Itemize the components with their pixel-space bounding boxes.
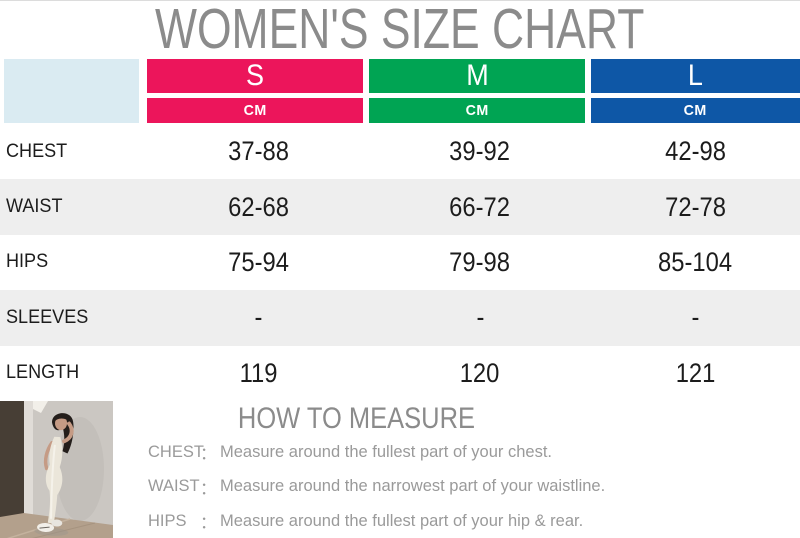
cell-waist-m: 66-72 [369, 192, 591, 223]
measure-line-hips: HIPS ： Measure around the fullest part o… [148, 504, 605, 538]
cell-sleeves-s: - [148, 302, 369, 333]
row-label-text: LENGTH [6, 362, 80, 384]
measure-term: WAIST [148, 477, 200, 496]
table-row-waist: WAIST 62-68 66-72 72-78 [0, 179, 800, 235]
cell-length-m: 120 [369, 358, 591, 389]
cell-chest-s: 37-88 [148, 136, 369, 167]
table-row-length: LENGTH 119 120 121 [0, 345, 800, 401]
table-row-sleeves: SLEEVES - - - [0, 290, 800, 346]
measure-colon: ： [200, 445, 217, 464]
size-table-body: CHEST 37-88 39-92 42-98 WAIST 62-68 66-7… [0, 124, 800, 401]
cell-value: 120 [460, 357, 500, 388]
cell-hips-m: 79-98 [369, 247, 591, 278]
cell-hips-l: 85-104 [591, 247, 800, 278]
cell-sleeves-l: - [591, 302, 800, 333]
cell-value: - [691, 302, 700, 333]
unit-header-m-label: CM [465, 102, 489, 119]
cell-value: 85-104 [658, 246, 733, 277]
measure-instructions: CHEST ： Measure around the fullest part … [148, 435, 605, 538]
unit-header-l-label: CM [683, 102, 708, 119]
table-row-chest: CHEST 37-88 39-92 42-98 [0, 124, 800, 180]
model-photo [0, 401, 113, 538]
row-label-text: WAIST [6, 196, 63, 218]
cell-value: 62-68 [228, 191, 289, 222]
size-column-m: M CM [369, 59, 585, 123]
size-column-l: L CM [591, 59, 800, 123]
cell-value: 66-72 [449, 191, 511, 222]
cell-chest-l: 42-98 [591, 136, 800, 167]
cell-hips-s: 75-94 [148, 247, 369, 278]
row-label: HIPS [0, 251, 148, 273]
measure-term: HIPS [148, 511, 187, 530]
measure-description: Measure around the narrowest part of you… [220, 477, 606, 496]
measure-colon: ： [200, 479, 217, 498]
page-title: WOMEN'S SIZE CHART [0, 1, 800, 58]
row-label: CHEST [0, 141, 148, 163]
cell-waist-s: 62-68 [148, 192, 369, 223]
cell-length-l: 121 [591, 358, 800, 389]
cell-chest-m: 39-92 [369, 136, 591, 167]
cell-waist-l: 72-78 [591, 192, 800, 223]
cell-value: - [254, 302, 263, 333]
row-label: WAIST [0, 196, 148, 218]
unit-header-s-label: CM [243, 102, 267, 119]
cell-value: 37-88 [228, 136, 289, 167]
measure-colon: ： [200, 514, 217, 533]
cell-value: 119 [239, 357, 278, 388]
unit-header-s: CM [147, 98, 363, 123]
measure-description: Measure around the fullest part of your … [220, 511, 584, 530]
cell-value: 42-98 [665, 136, 726, 167]
measure-line-chest: CHEST ： Measure around the fullest part … [148, 435, 605, 470]
cell-length-s: 119 [148, 358, 369, 389]
row-label-text: HIPS [6, 251, 49, 273]
cell-value: - [476, 302, 484, 333]
size-header-l: L [591, 59, 800, 93]
row-label-text: SLEEVES [6, 306, 89, 328]
header-blank-cell [4, 59, 139, 123]
size-header-s: S [147, 59, 363, 93]
cell-value: 72-78 [665, 191, 726, 222]
measure-line-waist: WAIST ： Measure around the narrowest par… [148, 470, 605, 505]
cell-sleeves-m: - [369, 302, 591, 333]
size-header-m: M [369, 59, 585, 93]
cell-value: 39-92 [449, 136, 511, 167]
size-header-l-label: L [687, 59, 704, 92]
row-label: LENGTH [0, 362, 148, 384]
how-to-measure-title-text: HOW TO MEASURE [237, 402, 475, 435]
size-column-s: S CM [147, 59, 363, 123]
row-label: SLEEVES [0, 307, 148, 329]
cell-value: 79-98 [449, 246, 511, 277]
cell-value: 121 [675, 357, 716, 388]
how-to-measure-title: HOW TO MEASURE [123, 403, 589, 435]
measure-description: Measure around the fullest part of your … [220, 442, 553, 461]
page-title-text: WOMEN'S SIZE CHART [155, 0, 645, 61]
row-label-text: CHEST [6, 140, 68, 162]
size-header-s-label: S [245, 59, 264, 92]
unit-header-l: CM [591, 98, 800, 123]
unit-header-m: CM [369, 98, 585, 123]
table-row-hips: HIPS 75-94 79-98 85-104 [0, 234, 800, 291]
model-photo-illustration [0, 401, 113, 538]
size-header-m-label: M [465, 59, 489, 92]
measure-term: CHEST [148, 442, 204, 461]
cell-value: 75-94 [228, 246, 289, 277]
